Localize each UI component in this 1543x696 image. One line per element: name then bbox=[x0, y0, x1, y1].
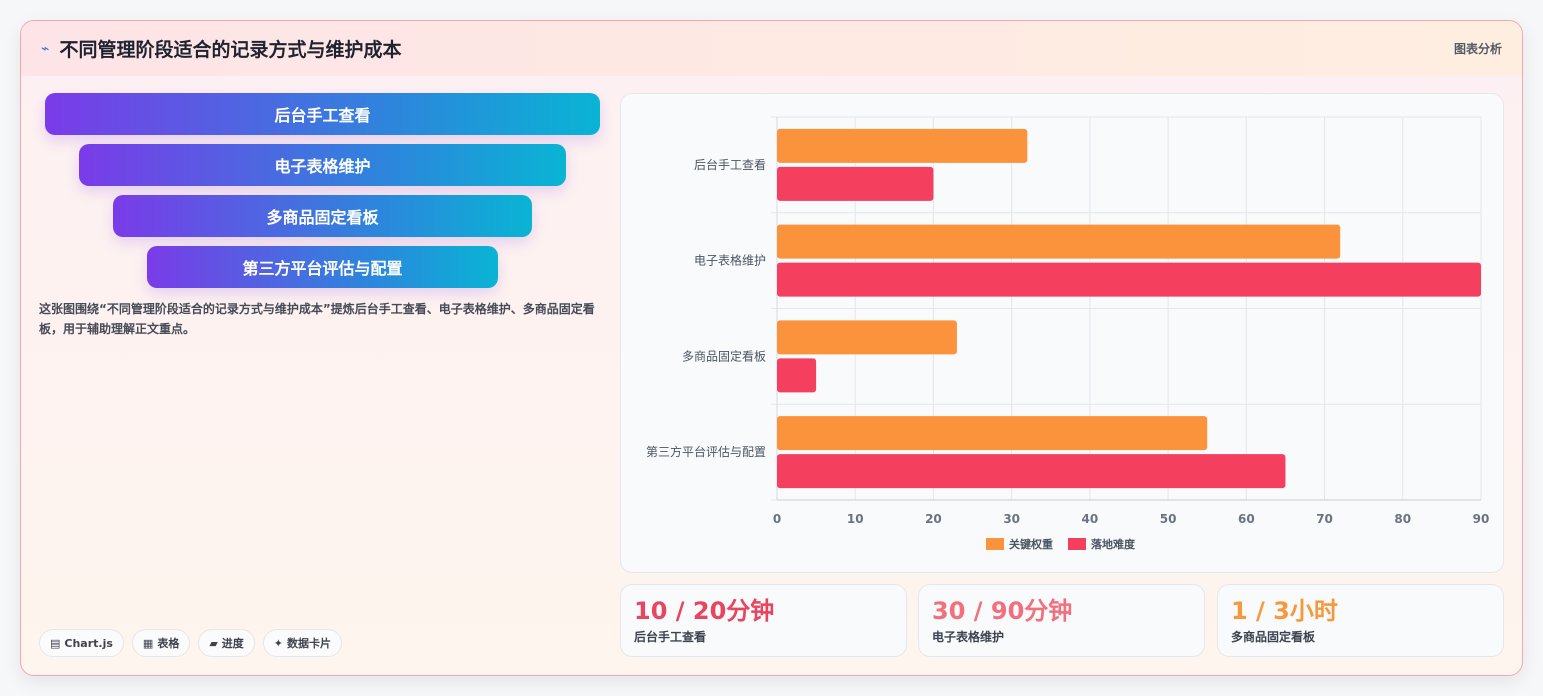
card-header: ⌁ 不同管理阶段适合的记录方式与维护成本 图表分析 bbox=[21, 21, 1522, 76]
y-tick-label: 多商品固定看板 bbox=[682, 348, 766, 363]
chip-progress[interactable]: ▰ 进度 bbox=[198, 629, 255, 657]
funnel-step-3: 多商品固定看板 bbox=[113, 195, 532, 237]
kpi-label: 后台手工查看 bbox=[634, 630, 707, 644]
legend-label: 关键权重 bbox=[1009, 537, 1053, 551]
x-tick-label: 70 bbox=[1316, 512, 1333, 526]
chart-analysis-tag: 图表分析 bbox=[1453, 42, 1502, 56]
feature-chips: ▤ Chart.js ▦ 表格 ▰ 进度 ✦ 数据卡片 bbox=[39, 629, 343, 657]
funnel-step-2: 电子表格维护 bbox=[79, 144, 566, 186]
progress-icon: ▰ bbox=[209, 636, 218, 650]
x-tick-label: 20 bbox=[925, 512, 942, 526]
chip-chartjs[interactable]: ▤ Chart.js bbox=[39, 629, 124, 657]
y-tick-label: 后台手工查看 bbox=[694, 157, 766, 172]
legend-label: 落地难度 bbox=[1091, 537, 1136, 551]
bar-chart-panel: 0 10 20 30 40 50 60 70 80 90 后台手工查看 电子表格维护多商品固定看板第三… bbox=[620, 93, 1504, 573]
legend-swatch bbox=[986, 538, 1004, 550]
chart-icon: ▤ bbox=[50, 636, 61, 650]
chart-description: 这张图围绕“不同管理阶段适合的记录方式与维护成本”提炼后台手工查看、电子表格维护… bbox=[39, 302, 595, 336]
y-tick-label: 第三方平台评估与配置 bbox=[646, 444, 766, 459]
x-tick-label: 60 bbox=[1238, 512, 1255, 526]
x-tick-label: 80 bbox=[1394, 512, 1411, 526]
chip-table[interactable]: ▦ 表格 bbox=[131, 629, 191, 657]
x-tick-label: 0 bbox=[773, 512, 781, 526]
bar-key-weight bbox=[777, 128, 1028, 163]
page-title: 不同管理阶段适合的记录方式与维护成本 bbox=[59, 39, 402, 61]
bar-key-weight bbox=[777, 416, 1208, 451]
kpi-card-2: 30 / 90分钟 电子表格维护 bbox=[918, 584, 1205, 657]
y-tick-label: 电子表格维护 bbox=[694, 253, 766, 268]
x-tick-label: 50 bbox=[1160, 512, 1177, 526]
kpi-card-1: 10 / 20分钟 后台手工查看 bbox=[620, 584, 907, 657]
bar-difficulty bbox=[777, 358, 817, 393]
spark-icon: ⌁ bbox=[41, 40, 50, 57]
x-tick-label: 30 bbox=[1003, 512, 1020, 526]
table-icon: ▦ bbox=[142, 636, 154, 650]
chart-card: ⌁ 不同管理阶段适合的记录方式与维护成本 图表分析 后台手工查看 电子表格维护 … bbox=[20, 20, 1523, 676]
legend-swatch bbox=[1068, 538, 1086, 550]
x-tick-label: 40 bbox=[1082, 512, 1099, 526]
kpi-value: 30 / 90分钟 bbox=[932, 597, 1073, 625]
bar-chart: 0 10 20 30 40 50 60 70 80 90 后台手工查看电子表格维护多商品固定看板第三… bbox=[646, 116, 1490, 551]
x-tick-label: 10 bbox=[847, 512, 864, 526]
bar-difficulty bbox=[777, 166, 934, 201]
kpi-card-3: 1 / 3小时 多商品固定看板 bbox=[1217, 584, 1504, 657]
kpi-label: 电子表格维护 bbox=[932, 630, 1005, 644]
bar-key-weight bbox=[777, 320, 957, 355]
bar-key-weight bbox=[777, 224, 1341, 259]
funnel-step-1: 后台手工查看 bbox=[45, 93, 600, 135]
sparkle-icon: ✦ bbox=[273, 636, 284, 650]
kpi-value: 10 / 20分钟 bbox=[634, 597, 775, 625]
x-tick-label: 90 bbox=[1473, 512, 1490, 526]
bar-difficulty bbox=[777, 454, 1286, 489]
funnel-step-4: 第三方平台评估与配置 bbox=[147, 246, 498, 288]
kpi-label: 多商品固定看板 bbox=[1231, 630, 1316, 644]
bar-difficulty bbox=[777, 262, 1481, 297]
chip-data-card[interactable]: ✦ 数据卡片 bbox=[262, 629, 343, 657]
kpi-value: 1 / 3小时 bbox=[1231, 597, 1338, 625]
